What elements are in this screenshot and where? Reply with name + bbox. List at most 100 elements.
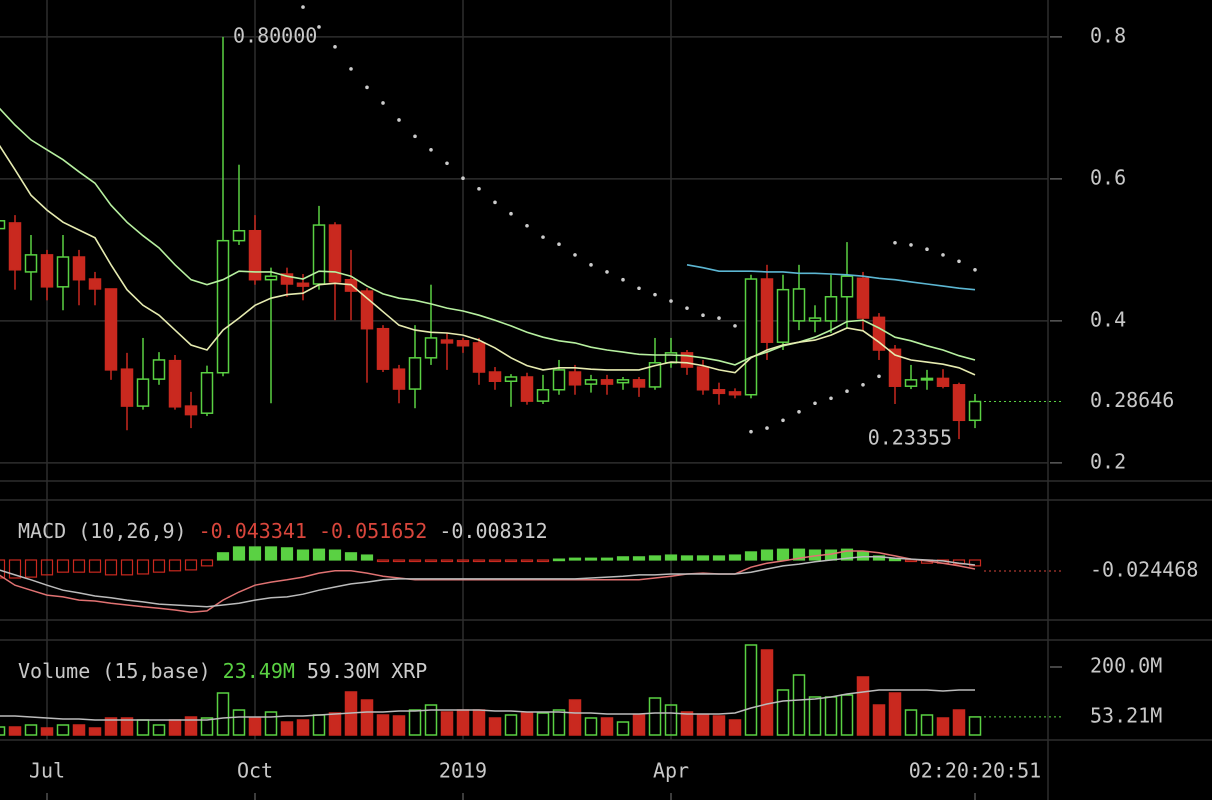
macd-histogram-bar: [472, 559, 486, 563]
sar-dot: [493, 200, 497, 205]
macd-line: [0, 556, 976, 608]
candle-body: [712, 389, 726, 395]
macd-histogram-bar: [488, 559, 502, 563]
macd-line: [0, 550, 976, 613]
high-label: 0.80000: [233, 23, 317, 47]
macd-histogram-bar: [72, 559, 86, 573]
candle-body: [872, 316, 886, 351]
macd-histogram-bar: [568, 557, 582, 561]
volume-bar: [440, 711, 454, 736]
volume-bar: [904, 709, 918, 736]
candle-body: [8, 222, 22, 271]
sar-dot: [317, 25, 321, 29]
volume-bar: [968, 716, 982, 736]
candle-body: [408, 357, 422, 390]
candle-body: [456, 340, 470, 347]
macd-histogram-bar: [616, 556, 630, 561]
macd-title: MACD (10,26,9): [18, 519, 187, 543]
sar-dot: [365, 85, 369, 90]
sar-dot: [765, 426, 769, 430]
candle-body: [728, 391, 742, 396]
macd-histogram-bar: [56, 559, 70, 573]
volume-bar: [424, 704, 438, 736]
candle-body: [536, 389, 550, 402]
sar-dot: [397, 118, 401, 122]
volume-bar: [920, 714, 934, 736]
volume-bar: [488, 717, 502, 736]
macd-histogram-bar: [392, 559, 406, 563]
macd-histogram-bar: [584, 557, 598, 561]
moving-average: [0, 144, 976, 376]
moving-average: [0, 107, 976, 366]
macd-histogram-bar: [200, 559, 214, 567]
sar-dot: [733, 324, 737, 328]
sar-dot: [541, 235, 545, 239]
candle-body: [120, 368, 134, 407]
candle-body: [168, 359, 182, 408]
macd-histogram-bar: [280, 547, 294, 561]
sar-dot: [461, 176, 465, 181]
volume-bar: [456, 709, 470, 736]
volume-bar: [168, 719, 182, 736]
macd-readout: -0.043341: [199, 519, 307, 543]
sar-dot: [301, 5, 305, 9]
volume-bar: [392, 715, 406, 736]
sar-dot: [333, 45, 337, 49]
volume-bar: [248, 717, 262, 736]
volume-bar: [856, 676, 870, 736]
macd-histogram-bar: [152, 559, 166, 573]
candle-body: [440, 339, 454, 344]
macd-histogram-bar: [24, 559, 38, 578]
volume-bar: [712, 715, 726, 736]
macd-histogram-bar: [536, 559, 550, 563]
candle-body: [328, 224, 342, 283]
candle-body: [744, 278, 758, 396]
x-tick-label: Apr: [653, 759, 689, 783]
macd-histogram-bar: [632, 556, 646, 561]
volume-bar: [632, 714, 646, 736]
sar-dot: [477, 187, 481, 191]
candle-body: [600, 379, 614, 385]
sar-dot: [349, 67, 353, 71]
candle-body: [472, 342, 486, 373]
candle-body: [72, 256, 86, 281]
macd-histogram-bar: [680, 555, 694, 561]
macd-histogram-bar: [648, 555, 662, 561]
sar-dot: [941, 253, 945, 257]
sar-dot: [717, 316, 721, 320]
macd-histogram-bar: [136, 559, 150, 575]
candle-body: [616, 379, 630, 384]
volume-bar: [664, 704, 678, 736]
volume-bar: [840, 694, 854, 736]
x-tick-label: Oct: [237, 759, 273, 783]
macd-histogram-bar: [104, 559, 118, 576]
macd-histogram-bar: [552, 558, 566, 562]
volume-bar: [872, 704, 886, 736]
countdown: 02:20:20:51: [909, 759, 1041, 783]
volume-header: Volume (15,base) 23.49M 59.30M XRP: [18, 659, 427, 683]
candle-body: [632, 379, 646, 388]
macd-histogram-bar: [440, 559, 454, 563]
candle-body: [280, 273, 294, 285]
volume-bar: [680, 711, 694, 736]
volume-bar: [200, 717, 214, 736]
y-tick-label: 0.2: [1090, 449, 1126, 473]
sar-dot: [973, 267, 977, 272]
volume-bar: [616, 721, 630, 736]
volume-bar: [152, 724, 166, 736]
macd-histogram-bar: [360, 554, 374, 561]
candle-body: [88, 278, 102, 290]
volume-last-label: 53.21M: [1090, 703, 1162, 727]
sar-dot: [925, 247, 929, 251]
candle-body: [296, 282, 310, 287]
volume-bar: [328, 712, 342, 736]
candle-body: [504, 376, 518, 383]
volume-bar: [776, 689, 790, 736]
volume-title: Volume (15,base): [18, 659, 211, 683]
candle-body: [40, 254, 54, 288]
macd-histogram-bar: [40, 559, 54, 576]
volume-bar: [40, 727, 54, 736]
macd-histogram-bar: [296, 549, 310, 561]
candle-body: [648, 362, 662, 388]
macd-histogram-bar: [840, 548, 854, 561]
